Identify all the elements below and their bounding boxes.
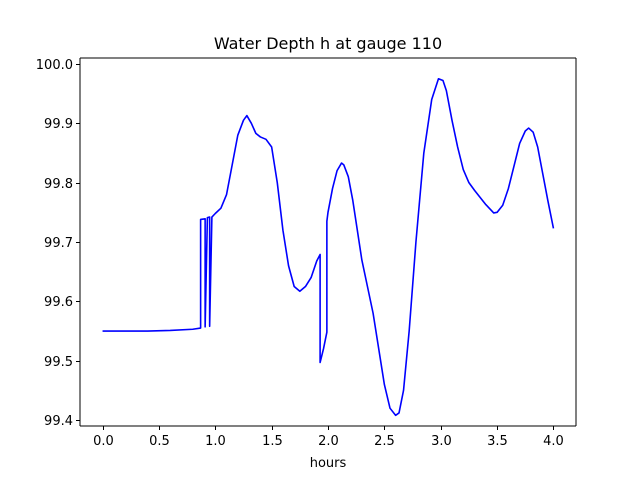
- x-axis-label: hours: [310, 456, 347, 471]
- y-tick-label: 99.9: [44, 117, 73, 132]
- x-tick-label: 2.0: [318, 434, 339, 449]
- y-tick-label: 99.7: [44, 236, 73, 251]
- y-tick-label: 99.4: [44, 414, 73, 429]
- x-tick-label: 2.5: [374, 434, 395, 449]
- y-tick-label: 99.8: [44, 177, 73, 192]
- x-tick-label: 4.0: [543, 434, 564, 449]
- plot-area: 0.0 0.5 1.0 1.5 2.0 2.5 3.0 3.5 4.0 99.4 99.5 99.6 9…: [36, 57, 577, 449]
- x-tick-label: 1.0: [205, 434, 226, 449]
- y-tick-label: 99.5: [44, 355, 73, 370]
- x-tick-label: 3.0: [431, 434, 452, 449]
- x-tick-label: 1.5: [262, 434, 283, 449]
- y-tick-label: 99.6: [44, 295, 73, 310]
- x-tick-label: 3.5: [487, 434, 508, 449]
- x-tick-label: 0.0: [93, 434, 114, 449]
- x-tick-label: 0.5: [149, 434, 170, 449]
- chart-title: Water Depth h at gauge 110: [214, 34, 442, 53]
- series-line-0: [102, 77, 555, 417]
- y-tick-label: 100.0: [36, 58, 73, 73]
